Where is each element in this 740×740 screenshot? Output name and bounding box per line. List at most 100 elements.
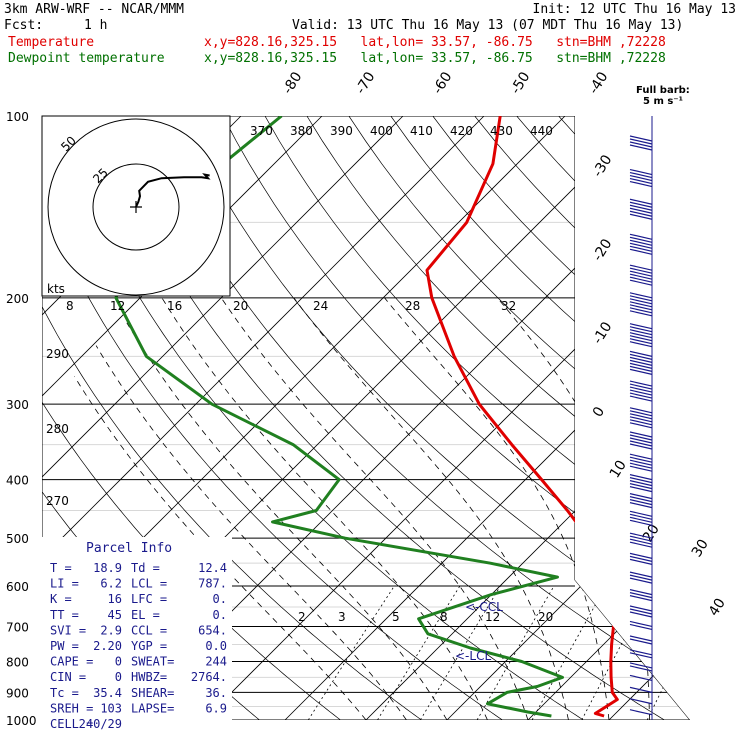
isobar-label: 200 bbox=[6, 292, 29, 306]
isotherm-label: 40 bbox=[706, 596, 729, 620]
isobar-label: 700 bbox=[6, 620, 29, 634]
model-title: 3km ARW-WRF -- NCAR/MMM bbox=[4, 2, 185, 17]
barb-flag bbox=[629, 686, 653, 693]
barb-flag bbox=[629, 138, 653, 145]
barb-flag bbox=[629, 709, 653, 716]
isotherm-line bbox=[365, 116, 690, 720]
wind-barb bbox=[629, 264, 653, 286]
wind-barb bbox=[629, 493, 653, 509]
barb-flag bbox=[629, 662, 653, 669]
mixing-ratio-line bbox=[307, 585, 395, 720]
wind-barb bbox=[629, 323, 653, 348]
wind-barb bbox=[629, 198, 653, 220]
forecast-hour: 1 h bbox=[84, 18, 108, 33]
barb-flag bbox=[629, 649, 653, 656]
parcel-value: 6.2 bbox=[100, 577, 122, 591]
theta-label: 270 bbox=[46, 494, 69, 508]
barb-flag bbox=[629, 410, 653, 417]
barb-caption-units: 5 m s⁻¹ bbox=[643, 96, 683, 107]
dry-adiabat bbox=[306, 116, 690, 720]
moist-adiabat bbox=[497, 297, 650, 720]
ccl-annotation: <-CCL bbox=[465, 600, 503, 614]
dry-adiabat bbox=[642, 116, 690, 720]
barb-flag bbox=[629, 589, 653, 596]
wind-barb bbox=[629, 620, 653, 631]
isobar-label: 900 bbox=[6, 686, 29, 700]
barb-flag bbox=[629, 389, 653, 396]
parcel-value: 787. bbox=[198, 577, 227, 591]
parcel-value: 654. bbox=[198, 623, 227, 637]
barb-flag bbox=[629, 323, 653, 330]
barb-flag bbox=[629, 233, 653, 240]
isotherm-label: -70 bbox=[353, 69, 379, 97]
hodograph-units: kts bbox=[47, 282, 65, 296]
isotherm-line bbox=[689, 116, 690, 720]
theta-e-label: 370 bbox=[250, 124, 273, 138]
parcel-value: 45 bbox=[108, 608, 122, 622]
mixing-ratio-label: 24 bbox=[313, 299, 328, 313]
dry-adiabat bbox=[432, 116, 690, 720]
barb-flag bbox=[629, 386, 653, 393]
parcel-value: 12.4 bbox=[198, 561, 227, 575]
barb-flag bbox=[629, 210, 653, 217]
barb-flag bbox=[629, 365, 653, 372]
mixing-ratio-label: 12 bbox=[110, 299, 125, 313]
barb-flag bbox=[629, 440, 653, 447]
barb-flag bbox=[629, 483, 653, 490]
barb-flag bbox=[629, 413, 653, 420]
barb-flag bbox=[629, 204, 653, 211]
barb-flag bbox=[629, 383, 653, 390]
barb-flag bbox=[629, 474, 653, 481]
wind-barb bbox=[629, 135, 653, 151]
barb-flag bbox=[629, 535, 653, 542]
theta-label: 280 bbox=[46, 422, 69, 436]
theta-e-label: 430 bbox=[490, 124, 513, 138]
wind-barb bbox=[629, 571, 653, 584]
wind-barbs: Full barb:5 m s⁻¹ bbox=[629, 85, 690, 720]
wind-barb bbox=[629, 233, 653, 255]
init-time: Init: 12 UTC Thu 16 May 13 bbox=[532, 2, 737, 17]
theta-e-label: 400 bbox=[370, 124, 393, 138]
barb-flag bbox=[629, 459, 653, 466]
moist-adiabat bbox=[74, 376, 367, 720]
wind-barb bbox=[629, 380, 653, 402]
barb-flag bbox=[629, 236, 653, 243]
mixing-ratio-label: 28 bbox=[405, 299, 420, 313]
theta-label: 290 bbox=[46, 347, 69, 361]
dry-adiabat bbox=[222, 116, 690, 720]
barb-flag bbox=[629, 532, 653, 539]
barb-flag bbox=[629, 431, 653, 438]
parcel-key: YGP = bbox=[131, 639, 167, 653]
isobar-label: 500 bbox=[6, 532, 29, 546]
barb-flag bbox=[629, 571, 653, 578]
barb-flag bbox=[629, 356, 653, 363]
temperature-legend: Temperature bbox=[8, 35, 95, 50]
wind-barb bbox=[629, 635, 653, 645]
parcel-key: HWBZ= bbox=[131, 670, 167, 684]
barb-flag bbox=[629, 496, 653, 503]
barb-flag bbox=[629, 608, 653, 615]
dry-adiabat bbox=[54, 116, 604, 720]
parcel-value: 0. bbox=[213, 608, 227, 622]
wind-barb bbox=[629, 453, 653, 472]
wind-barb bbox=[629, 350, 653, 375]
parcel-key: LFC = bbox=[131, 592, 167, 606]
parcel-value: 0.0 bbox=[205, 639, 227, 653]
barb-flag bbox=[629, 301, 653, 308]
barb-flag bbox=[629, 273, 653, 280]
lcl-annotation: <-LCL bbox=[455, 649, 491, 663]
barb-flag bbox=[629, 552, 653, 559]
dewpoint-profile bbox=[114, 116, 564, 718]
parcel-value: 16 bbox=[108, 592, 122, 606]
parcel-value: 0. bbox=[213, 592, 227, 606]
dry-adiabat bbox=[42, 116, 440, 720]
wind-barb bbox=[629, 407, 653, 429]
isotherm-line bbox=[284, 116, 690, 720]
barb-flag bbox=[629, 605, 653, 612]
barb-flag bbox=[629, 635, 653, 642]
isotherm-line bbox=[42, 116, 404, 720]
barb-flag bbox=[629, 304, 653, 311]
isobar-label: 100 bbox=[6, 110, 29, 124]
barb-flag bbox=[629, 295, 653, 302]
